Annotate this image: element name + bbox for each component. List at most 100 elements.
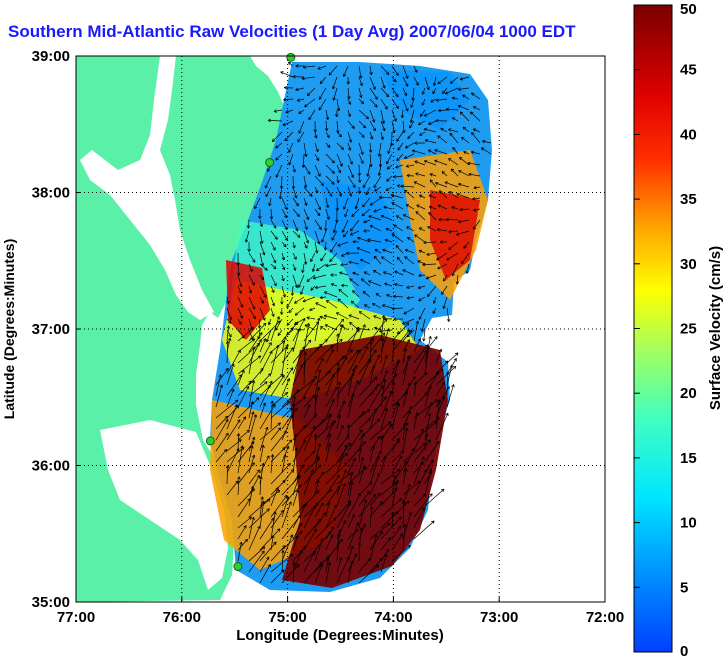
vector-head [300,484,302,488]
vector-head [358,311,361,315]
vector-head [420,328,423,332]
vector-head [398,525,402,528]
vector-head [432,82,435,86]
velocity-vector [347,175,356,188]
velocity-vector [298,109,305,114]
vector-head [380,385,384,388]
vector-head [358,447,362,451]
velocity-vector [391,455,402,474]
vector-head [336,474,340,477]
vector-head [420,114,424,117]
velocity-vector [418,120,426,125]
vector-head [363,185,366,188]
velocity-vector [336,520,346,540]
velocity-vector [458,170,470,177]
vector-head [281,301,284,305]
vector-head [321,419,325,421]
vector-head [447,371,450,375]
vector-head [374,105,378,108]
vector-head [372,87,376,90]
velocity-vector [265,175,272,189]
velocity-vector [402,448,415,474]
vector-head [406,427,409,431]
vector-head [405,348,407,352]
vector-head [428,385,432,388]
velocity-vector [308,109,316,120]
velocity-vector [361,208,371,217]
vector-head [396,511,399,515]
velocity-vector [347,142,351,151]
velocity-vector [468,173,481,177]
vector-head [385,228,388,232]
vector-head [262,318,266,321]
vector-head [409,406,413,408]
vector-head [238,433,241,437]
vector-head [337,170,341,174]
vector-head [411,97,414,101]
velocity-vector [339,272,349,276]
vector-head [471,92,473,96]
vector-head [482,140,485,144]
vector-head [422,338,424,342]
vector-head [473,227,477,230]
velocity-vector [435,365,457,386]
vector-head [348,473,351,477]
velocity-vector [410,109,415,123]
vector-head [344,214,348,218]
vector-head [456,193,460,197]
velocity-vector [314,358,324,375]
vector-head [346,81,349,85]
vector-head [297,389,300,393]
vector-head [336,362,339,366]
velocity-vector [226,448,240,474]
vector-head [286,324,290,326]
vector-head [360,447,363,451]
vector-head [374,249,377,253]
velocity-vector [350,300,360,309]
vector-head [238,284,242,287]
map-title: Southern Mid-Atlantic Raw Velocities (1 … [8,22,576,41]
vector-head [283,447,286,451]
vector-head [322,512,326,515]
vector-head [362,205,366,208]
vector-head [373,209,377,213]
vector-head [340,324,344,328]
velocity-vector [413,381,417,397]
velocity-vector [275,153,283,161]
vector-head [359,179,362,183]
velocity-vector [248,454,255,474]
vector-head [326,300,328,304]
velocity-vector [460,76,470,80]
vector-head [258,215,261,219]
velocity-vector [270,392,288,408]
vector-head [226,416,229,420]
vector-head [402,269,405,273]
vector-head [309,307,312,311]
velocity-vector [226,307,232,320]
vector-head [330,274,334,277]
vector-head [362,203,364,208]
velocity-vector [273,109,283,112]
vector-head [290,439,293,443]
vector-head [395,479,399,483]
vector-head [303,65,306,68]
vector-head [237,349,241,352]
vector-head [319,443,322,447]
velocity-vector [450,168,459,177]
velocity-vector [391,120,395,133]
vector-head [268,202,270,206]
vector-head [267,169,271,172]
velocity-vector [391,322,410,342]
vector-head [317,443,321,447]
vector-head [313,129,316,133]
velocity-vector [343,230,349,238]
velocity-vector [448,230,459,233]
vector-head [333,230,337,233]
vector-head [251,283,255,286]
vector-head [376,473,380,476]
vector-head [355,522,359,525]
vector-head [390,512,394,516]
vector-head [250,290,253,294]
vector-head [383,271,387,273]
vector-head [376,383,380,386]
